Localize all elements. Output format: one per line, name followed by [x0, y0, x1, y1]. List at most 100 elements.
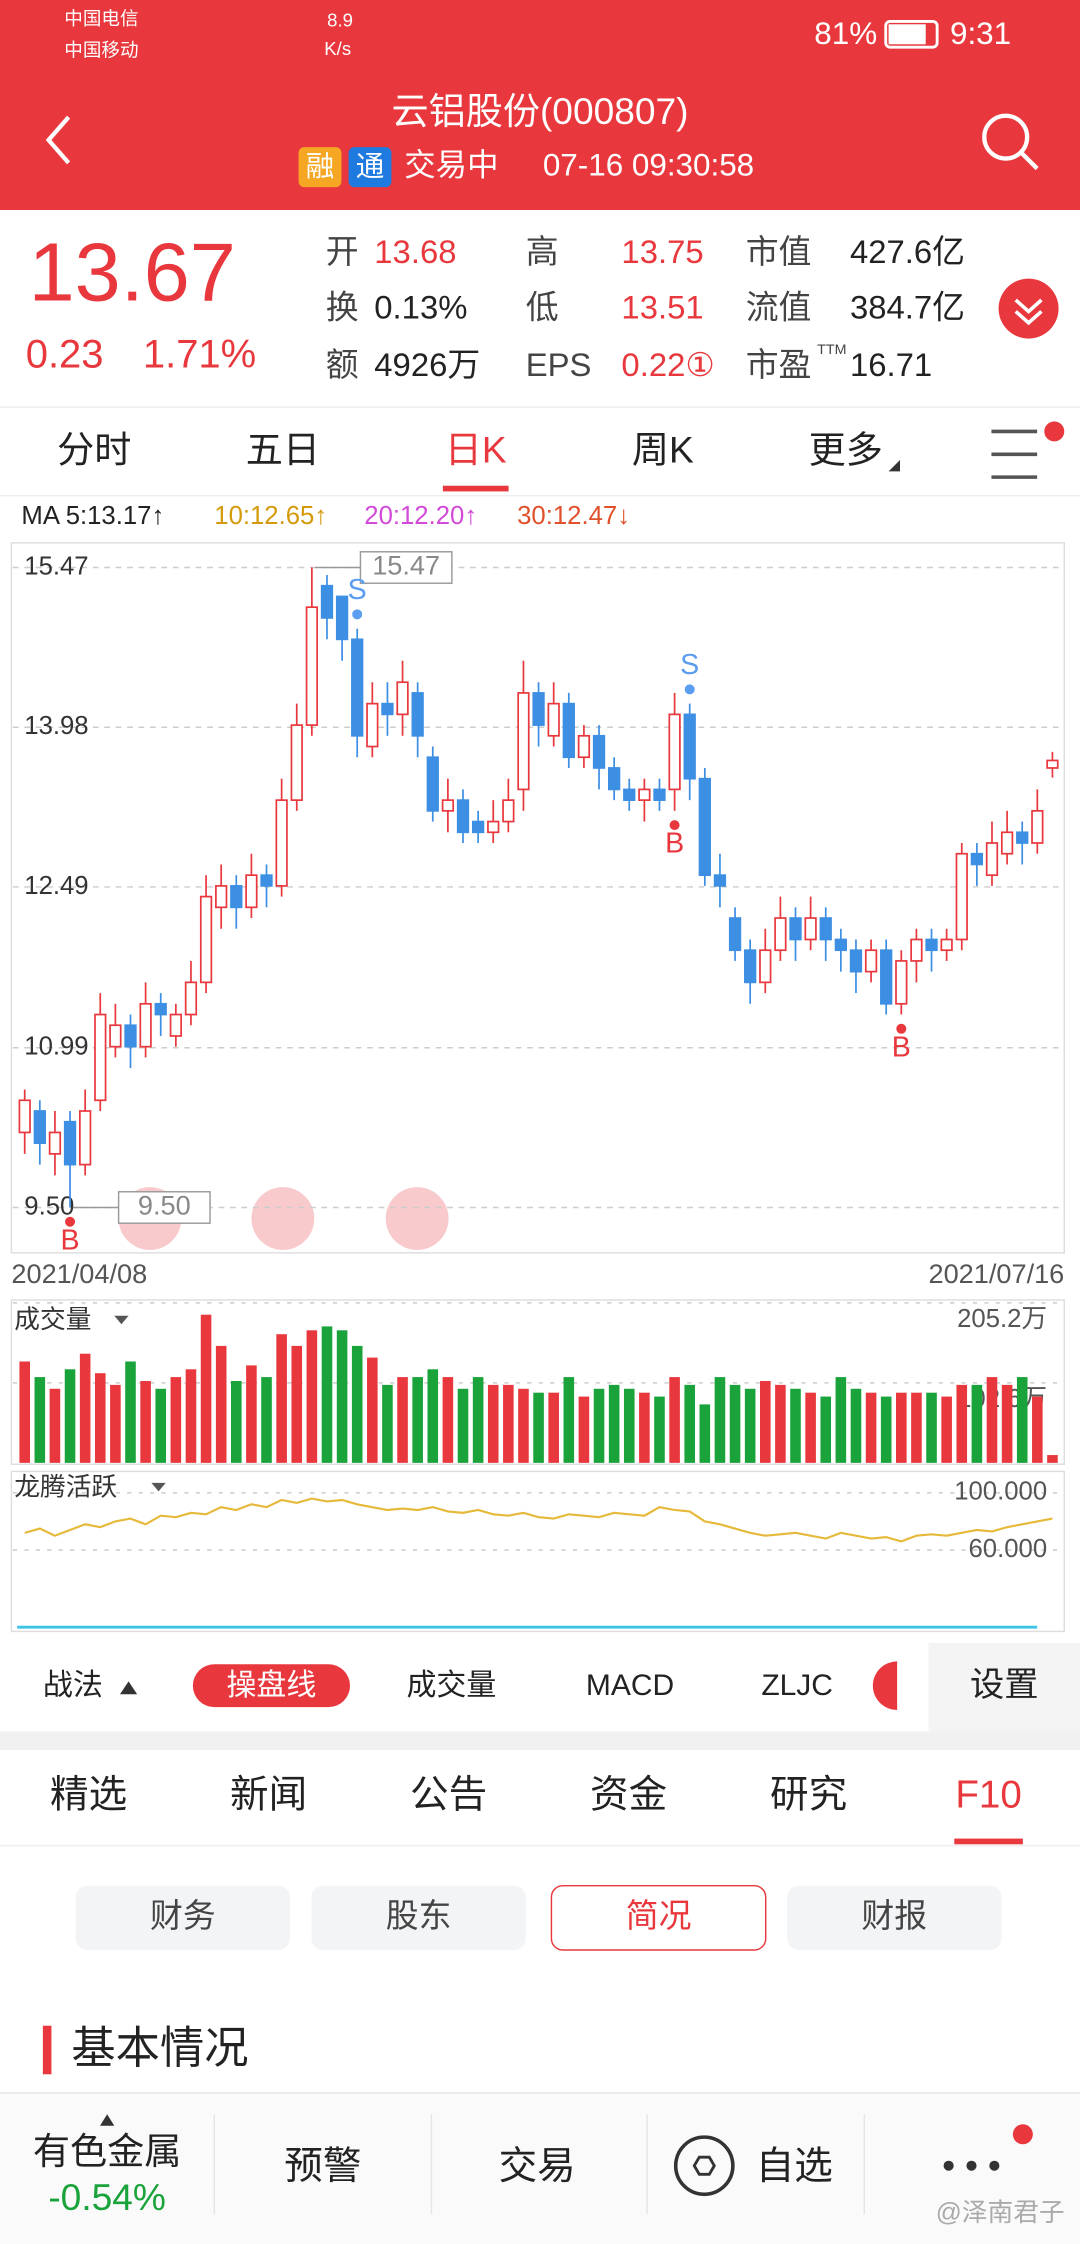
expand-button[interactable] [998, 278, 1059, 339]
sub-tab[interactable]: 股东 [386, 1897, 452, 1934]
panel-title: 成交量 [14, 1305, 91, 1334]
y-tick-label: 15.47 [24, 552, 88, 580]
strategy-menu[interactable]: 战法 [43, 1669, 103, 1702]
settings-button[interactable]: 设置 [970, 1666, 1039, 1704]
info-tab[interactable]: 研究 [770, 1773, 847, 1816]
volume-bar [639, 1392, 650, 1463]
candle-body [698, 777, 711, 877]
candle-body [396, 681, 409, 716]
sub-tab-bg[interactable] [311, 1885, 526, 1950]
candle-body [955, 852, 968, 941]
info-tab[interactable]: 公告 [410, 1773, 487, 1816]
menu-icon[interactable] [991, 429, 1038, 479]
stat-value: 0.22① [621, 346, 714, 383]
candle-body [607, 767, 621, 791]
info-tab[interactable]: 新闻 [230, 1773, 307, 1816]
period-tab[interactable]: 日K [445, 429, 507, 471]
volume-bar [971, 1384, 983, 1463]
period-tab[interactable]: 周K [632, 429, 694, 471]
sub-tab-bg[interactable] [550, 1884, 767, 1951]
badge-dot [1012, 2124, 1033, 2145]
y-tick-label: 13.98 [24, 712, 88, 740]
candle-body [1016, 831, 1029, 844]
period-tab[interactable]: 更多 [809, 429, 883, 471]
sub-tab[interactable]: 简况 [626, 1897, 692, 1934]
battery-level [888, 24, 926, 45]
candle-body [547, 702, 560, 737]
search-button[interactable] [982, 113, 1030, 161]
indicator-tab[interactable]: 成交量 [406, 1669, 496, 1702]
volume-bar [669, 1377, 680, 1463]
volume-bar [503, 1384, 514, 1463]
stat-label: 低 [526, 289, 559, 326]
candle-body [925, 938, 938, 952]
y-tick-label: 12.49 [24, 872, 88, 900]
candle-body [970, 852, 984, 866]
carrier: 中国移动 [64, 39, 138, 60]
nav-item[interactable]: 自选 [756, 2145, 833, 2188]
back-button[interactable] [45, 115, 71, 165]
carrier: 中国电信 [64, 8, 138, 29]
sub-tab[interactable]: 财报 [861, 1897, 927, 1934]
candle-body [789, 917, 802, 941]
tag: 通 [356, 151, 385, 183]
period-tab[interactable]: 分时 [57, 429, 131, 471]
info-tab[interactable]: 精选 [50, 1773, 127, 1816]
sub-tab[interactable]: 财务 [150, 1897, 216, 1934]
stat-label: 开 [326, 233, 359, 270]
float-button[interactable] [385, 1187, 449, 1250]
indicator-tab[interactable]: ZLJC [761, 1669, 833, 1702]
stat-label: 流值 [746, 289, 812, 326]
stat-label: 高 [526, 233, 559, 270]
candle-body [759, 949, 772, 984]
candle-body [94, 1013, 107, 1102]
clock: 9:31 [950, 16, 1011, 51]
candle-body [577, 734, 591, 759]
signal-label: S [680, 649, 699, 681]
candle-body [623, 788, 636, 801]
indicator-tab[interactable]: 操盘线 [226, 1669, 316, 1702]
volume-bar [941, 1396, 952, 1463]
watermark: @泽南君子 [936, 2198, 1065, 2227]
sub-tab-bg[interactable] [75, 1885, 291, 1950]
info-tab[interactable]: 资金 [590, 1773, 667, 1816]
candle-body [33, 1110, 46, 1145]
last-price: 13.67 [29, 225, 236, 318]
candle-body [154, 1002, 167, 1016]
candle-body [124, 1024, 137, 1048]
float-button[interactable] [251, 1187, 315, 1250]
candle-body [668, 713, 681, 791]
volume-bar [397, 1377, 408, 1463]
active-pill[interactable] [192, 1664, 350, 1708]
volume-bar [684, 1384, 695, 1463]
candle-body [562, 702, 575, 759]
stat-value: 13.51 [621, 289, 703, 326]
nav-item[interactable]: 预警 [284, 2145, 361, 2188]
volume-bar [215, 1345, 227, 1463]
extreme-box [359, 551, 453, 584]
section-title: 基本情况 [71, 2024, 248, 2073]
volume-bar [231, 1380, 242, 1463]
candle-body [532, 692, 545, 726]
tag-bg [348, 147, 392, 188]
info-tab[interactable]: F10 [955, 1773, 1021, 1816]
stat-value: 13.68 [374, 233, 456, 270]
candle-body [728, 917, 742, 952]
period-tab[interactable]: 五日 [246, 429, 320, 471]
volume-bar [578, 1396, 590, 1463]
nav-item[interactable]: 交易 [499, 2145, 576, 2188]
nav-dividers [213, 2114, 865, 2215]
indicator-tab[interactable]: MACD [586, 1669, 674, 1702]
stat-label: 换 [326, 289, 359, 326]
volume-bar [518, 1388, 529, 1463]
candle-body [275, 799, 288, 887]
candle-body [849, 949, 863, 973]
sector-name[interactable]: 有色金属 [33, 2130, 182, 2172]
volume-bar [321, 1326, 333, 1463]
stat-value: 4926万 [374, 346, 480, 383]
volume-bar [880, 1396, 892, 1463]
candle-body [910, 938, 923, 962]
candle-body [683, 713, 696, 780]
sub-tab-bg[interactable] [787, 1885, 1002, 1950]
